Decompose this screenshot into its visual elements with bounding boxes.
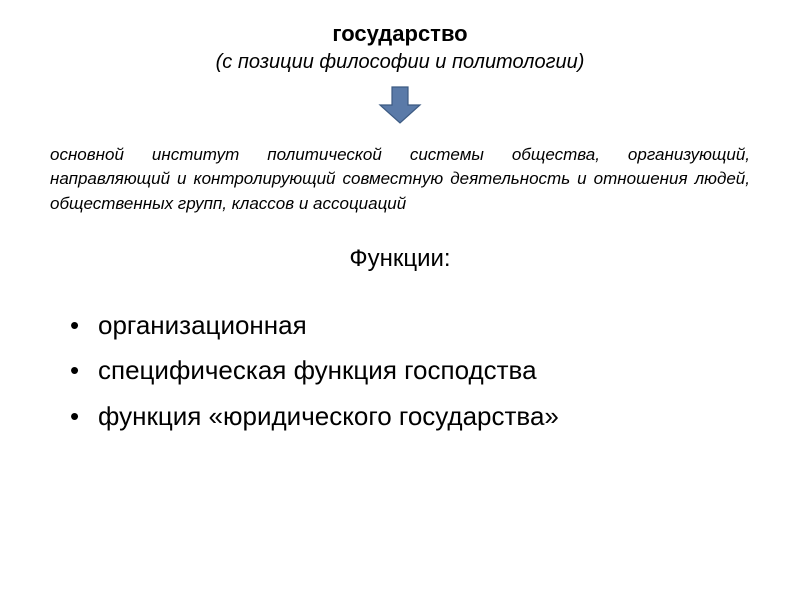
arrow-row <box>50 85 750 125</box>
list-item: организационная <box>70 303 750 349</box>
main-title: государство <box>50 20 750 49</box>
definition-paragraph: основной институт политической системы о… <box>50 143 750 217</box>
title-block: государство (с позиции философии и полит… <box>50 20 750 75</box>
functions-heading: Функции: <box>50 245 750 273</box>
down-arrow-icon <box>378 85 422 125</box>
functions-list: организационная специфическая функция го… <box>50 303 750 440</box>
list-item: специфическая функция господства <box>70 348 750 394</box>
subtitle: (с позиции философии и политологии) <box>50 49 750 75</box>
list-item: функция «юридического государства» <box>70 394 750 440</box>
